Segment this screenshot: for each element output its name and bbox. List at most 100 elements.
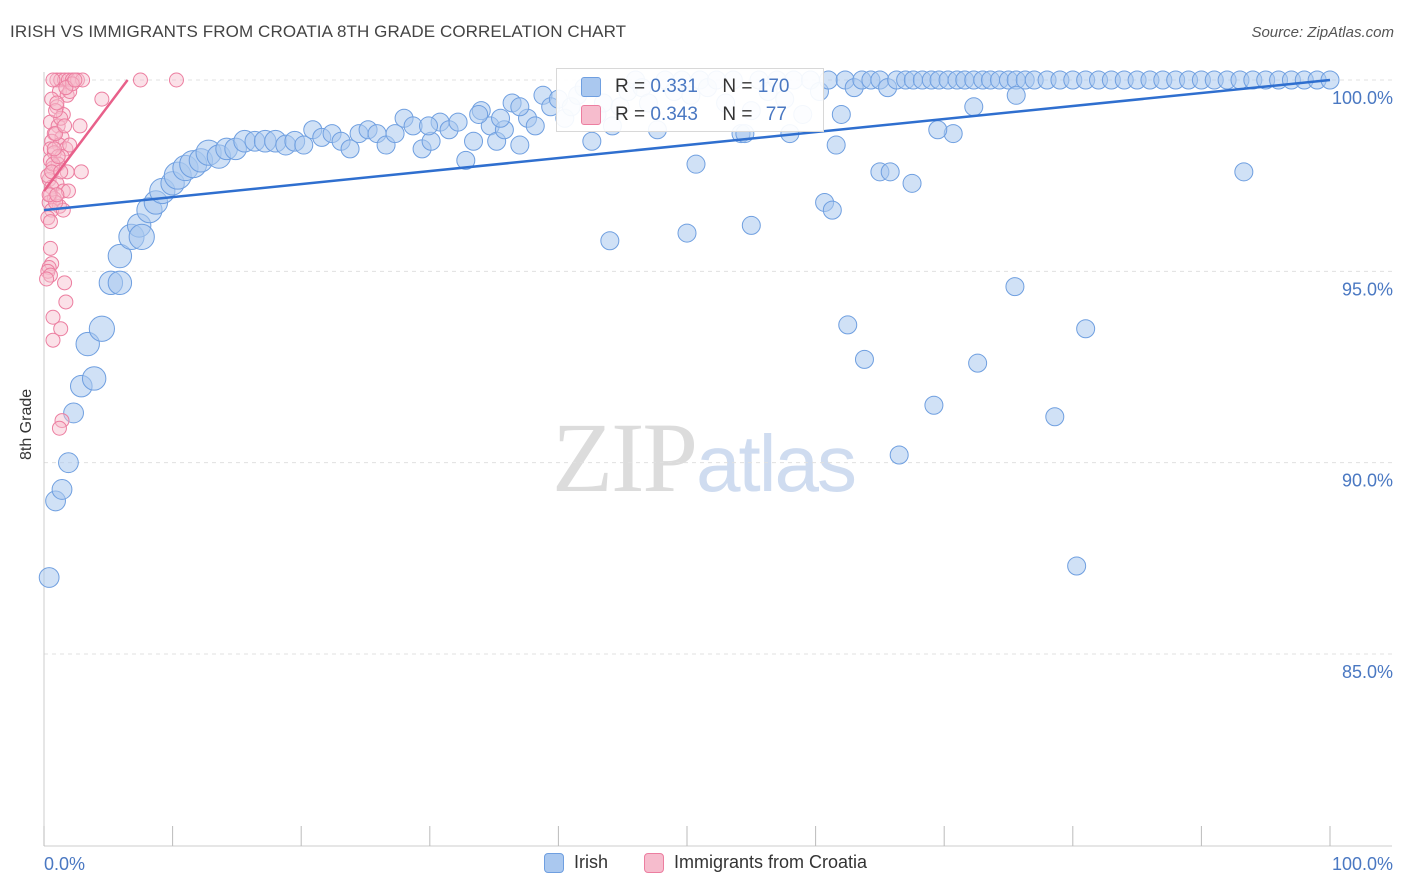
legend-item-irish[interactable]: Irish (544, 852, 608, 873)
croatia-point (45, 309, 61, 325)
irish-point (1067, 556, 1087, 576)
croatia-point (42, 240, 58, 256)
irish-point (889, 445, 909, 465)
irish-point (38, 567, 60, 588)
y-tick-label: 85.0% (1342, 662, 1393, 682)
croatia-point (39, 271, 55, 287)
irish-point (831, 104, 851, 124)
croatia-point (73, 164, 89, 180)
croatia-trend-line (43, 79, 129, 192)
stats-r-label: R = (615, 76, 646, 97)
watermark-atlas: atlas (696, 419, 857, 508)
irish-trend-line (43, 78, 1331, 212)
y-axis-label: 8th Grade (18, 388, 35, 460)
stats-swatch-irish (581, 77, 601, 97)
croatia-point (50, 149, 66, 165)
croatia-point (57, 118, 73, 134)
x-tick-label: 100.0% (1332, 854, 1393, 874)
y-tick-label: 100.0% (1332, 88, 1393, 108)
stats-r-value: 0.343 (650, 104, 698, 125)
croatia-point (58, 294, 74, 310)
stats-row-irish: R = 0.331 N = 170 (581, 73, 789, 101)
irish-point (385, 124, 405, 144)
croatia-point (60, 183, 76, 199)
croatia-point (67, 72, 83, 88)
chart-title: IRISH VS IMMIGRANTS FROM CROATIA 8TH GRA… (10, 22, 627, 41)
irish-point (107, 243, 133, 269)
irish-point (340, 139, 360, 159)
legend-label-croatia: Immigrants from Croatia (674, 852, 868, 872)
watermark-zip: ZIP (552, 402, 698, 513)
croatia-point (45, 332, 61, 348)
watermark: ZIPatlas (552, 400, 857, 515)
croatia-point (49, 95, 65, 111)
irish-point (928, 120, 948, 140)
y-tick-label: 90.0% (1342, 471, 1393, 491)
croatia-point (46, 141, 62, 157)
irish-point (51, 479, 73, 500)
croatia-point (53, 321, 69, 337)
irish-point (1234, 162, 1254, 182)
stats-row-croatia: R = 0.343 N = 77 (581, 101, 787, 129)
irish-point (1006, 85, 1026, 105)
croatia-point (51, 420, 67, 436)
y-tick-label: 95.0% (1342, 279, 1393, 299)
stats-r-value: 0.331 (650, 76, 698, 97)
irish-point (469, 104, 489, 124)
irish-point (448, 112, 468, 132)
irish-point (902, 173, 922, 193)
irish-point (464, 131, 484, 151)
irish-point (600, 231, 620, 251)
irish-point (741, 215, 761, 235)
irish-point (510, 135, 530, 155)
irish-point (838, 315, 858, 335)
croatia-points (39, 72, 184, 436)
stats-n-value: 77 (765, 104, 787, 125)
y-tick-labels: 100.0% 95.0% 90.0% 85.0% (1332, 88, 1393, 682)
irish-point (510, 97, 530, 117)
irish-points (38, 70, 1340, 588)
irish-point (822, 200, 842, 220)
irish-point (525, 116, 545, 136)
legend-swatch-croatia (644, 852, 664, 873)
croatia-point (62, 137, 78, 153)
irish-point (491, 108, 511, 128)
irish-point (294, 135, 314, 155)
croatia-point (132, 72, 148, 88)
croatia-point (45, 72, 61, 88)
irish-point (107, 270, 133, 296)
legend-label-irish: Irish (574, 852, 609, 872)
irish-point (1045, 407, 1065, 427)
irish-point (456, 150, 476, 170)
irish-point (854, 349, 874, 369)
legend-item-croatia[interactable]: Immigrants from Croatia (644, 852, 867, 873)
stats-swatch-croatia (581, 105, 601, 125)
irish-point (1076, 319, 1096, 339)
irish-point (968, 353, 988, 373)
croatia-point (44, 91, 60, 107)
croatia-point (57, 275, 73, 291)
stats-box: R = 0.331 N = 170 R = 0.343 N = 77 (556, 68, 824, 132)
irish-point (88, 315, 115, 342)
croatia-point (45, 156, 61, 172)
stats-n-label: N = (722, 104, 753, 125)
source-label: Source: ZipAtlas.com (1251, 24, 1394, 41)
stats-n-label: N = (722, 76, 753, 97)
irish-point (826, 135, 846, 155)
irish-point (964, 97, 984, 117)
croatia-point (49, 187, 65, 203)
stats-r-label: R = (615, 104, 646, 125)
irish-point (128, 223, 155, 250)
legend: Irish Immigrants from Croatia (0, 852, 1406, 876)
irish-point (924, 395, 944, 415)
irish-point (880, 162, 900, 182)
x-tick-labels: 0.0% 100.0% (44, 854, 1393, 874)
x-tick-label: 0.0% (44, 854, 85, 874)
croatia-point (41, 187, 57, 203)
croatia-point (94, 91, 110, 107)
croatia-point (168, 72, 184, 88)
irish-point (686, 154, 706, 174)
croatia-point (72, 118, 88, 134)
irish-point (677, 223, 697, 243)
